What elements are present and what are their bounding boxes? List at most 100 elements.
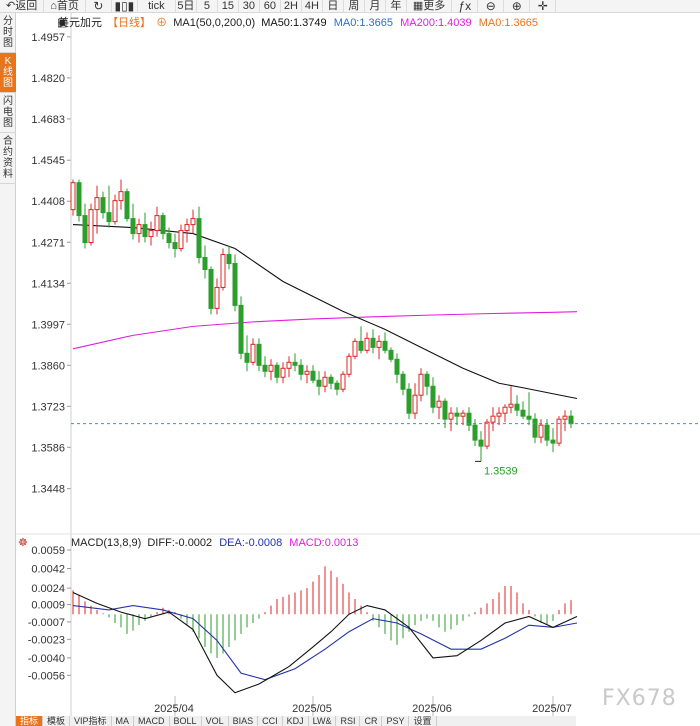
candle-14 <box>154 206 160 237</box>
candle-body <box>382 340 388 351</box>
candle-body <box>514 403 520 411</box>
candle-80 <box>550 428 556 453</box>
indicator-tab-10[interactable]: LW& <box>309 716 337 726</box>
indicator-tab-3[interactable]: MA <box>112 716 135 726</box>
date-axis: 2025/04 2025/05 2025/06 2025/07 <box>154 696 572 716</box>
tick-button[interactable]: tick <box>138 0 176 13</box>
candle-65 <box>460 410 466 426</box>
period-button-0[interactable]: 5日 <box>176 0 197 13</box>
period-button-2[interactable]: 15 <box>218 0 239 13</box>
ma200-label: MA200:1.4039 <box>400 17 472 29</box>
candle-63 <box>448 407 454 432</box>
indicator-tab-2[interactable]: VIP指标 <box>70 716 112 726</box>
candle-9 <box>124 188 130 222</box>
price-chart[interactable]: 1.4957 1.4820 1.4683 1.4545 1.4408 1.4271 1.41… <box>16 13 700 716</box>
indicator-tab-0[interactable]: 指标 <box>16 716 44 726</box>
candle-body <box>388 349 394 360</box>
period-button-4[interactable]: 60 <box>260 0 281 13</box>
period-button-6[interactable]: 4H <box>302 0 323 13</box>
tab-intraday[interactable]: 分时图 <box>0 13 16 53</box>
candle-74 <box>514 395 520 417</box>
indicator-tab-4[interactable]: MACD <box>134 716 170 726</box>
candle-42 <box>322 371 328 393</box>
candle-body <box>424 373 430 387</box>
macd-config-icon[interactable]: ☸ <box>18 537 28 549</box>
candle-body <box>172 242 178 250</box>
price-tick-label: 1.4271 <box>31 237 65 249</box>
period-label: 【日线】 <box>107 15 151 29</box>
tab-kline[interactable]: K线图 <box>0 53 16 93</box>
candlestick-button[interactable]: ▮▯▮ <box>112 0 138 13</box>
period-button-7[interactable]: 日 <box>323 0 344 13</box>
candle-body <box>178 230 184 250</box>
candle-4 <box>94 185 100 234</box>
indicator-tab-13[interactable]: PSY <box>382 716 410 726</box>
macd-tick-label: 0.0024 <box>31 583 65 595</box>
candle-body <box>70 182 76 211</box>
candle-body <box>532 418 538 438</box>
candle-11 <box>136 218 142 243</box>
more-button[interactable]: ▦ 更多 <box>407 0 453 13</box>
candle-61 <box>436 395 442 420</box>
candle-body <box>274 364 280 378</box>
zoom-in-icon: ⊕ <box>511 0 522 13</box>
candle-body <box>478 439 484 447</box>
zoom-out-button[interactable]: ⊖ <box>478 0 505 13</box>
candle-body <box>406 388 412 414</box>
indicator-tab-7[interactable]: BIAS <box>229 716 259 726</box>
period-button-3[interactable]: 30 <box>239 0 260 13</box>
candle-20 <box>190 209 196 234</box>
candle-body <box>544 424 550 441</box>
candle-68 <box>478 431 484 462</box>
crosshair-button[interactable]: ✛ <box>530 0 557 13</box>
candle-77 <box>532 413 538 444</box>
candle-body <box>226 254 232 265</box>
candle-52 <box>382 332 388 354</box>
indicator-tab-12[interactable]: CR <box>360 716 383 726</box>
indicator-tab-8[interactable]: CCI <box>258 716 283 726</box>
candle-81 <box>556 416 562 447</box>
fx-button[interactable]: ƒx <box>452 0 479 13</box>
indicator-tab-11[interactable]: RSI <box>336 716 361 726</box>
candle-27 <box>232 254 238 312</box>
period-button-9[interactable]: 月 <box>365 0 386 13</box>
tab-contract-info[interactable]: 合约资料 <box>0 133 16 184</box>
back-button[interactable]: ↶ 返回 <box>0 0 45 13</box>
period-button-10[interactable]: 年 <box>386 0 407 13</box>
macd-histogram <box>72 566 572 658</box>
candle-body <box>166 233 172 244</box>
indicator-tabs: 指标 模板 VIP指标 MA MACD BOLL VOL BIAS CCI KDJ LW& RSI CR… <box>16 716 576 726</box>
refresh-button[interactable]: ↻ <box>86 0 112 13</box>
low-marker: 1.3539 <box>475 460 518 477</box>
candle-76 <box>526 392 532 426</box>
indicator-tab-14[interactable]: 设置 <box>409 716 437 726</box>
indicator-tab-9[interactable]: KDJ <box>283 716 309 726</box>
candle-body <box>124 191 130 220</box>
tab-lightning[interactable]: 闪电图 <box>0 93 16 133</box>
period-button-5[interactable]: 2H <box>281 0 302 13</box>
home-button[interactable]: ⌂ 首页 <box>44 0 86 13</box>
candle-13 <box>148 221 154 246</box>
diff-path <box>72 591 578 694</box>
candle-43 <box>328 374 334 390</box>
candle-body <box>370 337 376 348</box>
indicator-tab-1[interactable]: 模板 <box>43 716 71 726</box>
candle-37 <box>292 353 298 372</box>
period-button-1[interactable]: 5 <box>197 0 218 13</box>
candle-82 <box>562 410 568 432</box>
side-tabs: 分时图 K线图 闪电图 合约资料 <box>0 13 16 726</box>
toolbar: ↶ 返回 ⌂ 首页 ↻ ▮▯▮ tick 5日 5 15 30 60 2H 4H 日周月年 ▦… <box>0 0 700 13</box>
indicator-tab-6[interactable]: VOL <box>202 716 229 726</box>
period-button-8[interactable]: 周 <box>344 0 365 13</box>
indicator-tab-5[interactable]: BOLL <box>170 716 202 726</box>
candle-body <box>244 352 250 363</box>
candle-body <box>112 200 118 223</box>
indicator-config-icon[interactable]: ▣ <box>57 17 67 29</box>
candle-body <box>160 215 166 235</box>
candle-40 <box>310 365 316 384</box>
candle-body <box>346 355 352 375</box>
candle-body <box>472 424 478 441</box>
candle-23 <box>208 266 214 315</box>
zoom-in-button[interactable]: ⊕ <box>504 0 531 13</box>
candle-70 <box>490 407 496 432</box>
